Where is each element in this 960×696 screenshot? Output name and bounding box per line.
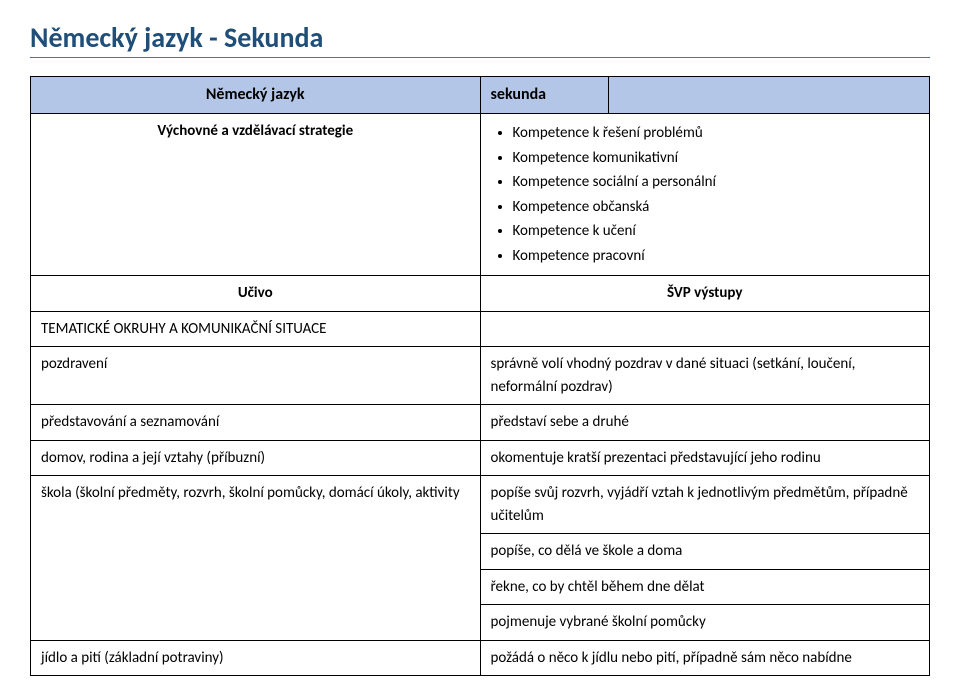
vystup-cell: popíše svůj rozvrh, vyjádří vztah k jedn… [480, 476, 930, 534]
col-left-header: Učivo [31, 276, 481, 312]
ucivo-cell: představování a seznamování [31, 405, 481, 441]
vystup-cell: popíše, co dělá ve škole a doma [480, 534, 930, 570]
strategies-row: Výchovné a vzdělávací strategie Kompeten… [31, 114, 930, 276]
ucivo-cell: domov, rodina a její vztahy (příbuzní) [31, 440, 481, 476]
vystup-cell: představí sebe a druhé [480, 405, 930, 441]
strategy-item: Kompetence k učení [513, 220, 920, 243]
vystup-cell: řekne, co by chtěl během dne dělat [480, 569, 930, 605]
content-row: jídlo a pití (základní potraviny) požádá… [31, 640, 930, 676]
strategy-item: Kompetence občanská [513, 196, 920, 219]
vystup-cell: správně volí vhodný pozdrav v dané situa… [480, 347, 930, 405]
section-heading-right-blank [480, 311, 930, 347]
strategy-item: Kompetence pracovní [513, 245, 920, 268]
header-grade: sekunda [481, 77, 609, 113]
header-row: Německý jazyk sekunda [31, 77, 930, 114]
section-heading-row: TEMATICKÉ OKRUHY A KOMUNIKAČNÍ SITUACE [31, 311, 930, 347]
vystup-cell: pojmenuje vybrané školní pomůcky [480, 605, 930, 641]
strategies-label: Výchovné a vzdělávací strategie [31, 114, 481, 276]
content-row: domov, rodina a její vztahy (příbuzní) o… [31, 440, 930, 476]
strategies-cell: Kompetence k řešení problémů Kompetence … [480, 114, 930, 276]
vystup-cell: okomentuje kratší prezentaci představují… [480, 440, 930, 476]
content-row: pozdravení správně volí vhodný pozdrav v… [31, 347, 930, 405]
ucivo-cell: jídlo a pití (základní potraviny) [31, 640, 481, 676]
strategy-item: Kompetence sociální a personální [513, 171, 920, 194]
content-row: škola (školní předměty, rozvrh, školní p… [31, 476, 930, 534]
ucivo-cell: pozdravení [31, 347, 481, 405]
vystup-cell: požádá o něco k jídlu nebo pití, případn… [480, 640, 930, 676]
ucivo-cell: škola (školní předměty, rozvrh, školní p… [31, 476, 481, 641]
col-right-header: ŠVP výstupy [480, 276, 930, 312]
columns-header-row: Učivo ŠVP výstupy [31, 276, 930, 312]
strategy-item: Kompetence k řešení problémů [513, 122, 920, 145]
header-blank [609, 77, 929, 113]
strategy-item: Kompetence komunikativní [513, 147, 920, 170]
page-title: Německý jazyk - Sekunda [30, 20, 930, 58]
section-heading: TEMATICKÉ OKRUHY A KOMUNIKAČNÍ SITUACE [31, 311, 481, 347]
header-subject: Německý jazyk [31, 77, 481, 114]
curriculum-table: Německý jazyk sekunda Výchovné a vzděláv… [30, 76, 930, 676]
content-row: představování a seznamování představí se… [31, 405, 930, 441]
